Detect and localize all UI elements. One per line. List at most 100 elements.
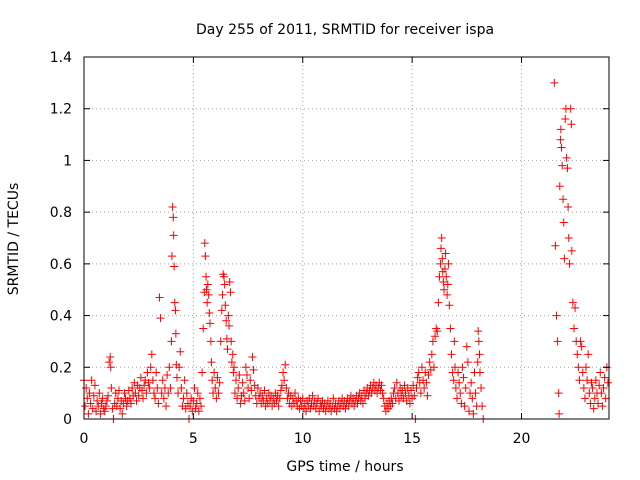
data-point [460, 402, 469, 411]
data-point [223, 345, 232, 354]
data-point [101, 402, 110, 411]
data-point [152, 368, 161, 377]
data-point [586, 399, 595, 408]
data-point [192, 399, 201, 408]
data-point [580, 394, 589, 403]
data-point [556, 135, 565, 144]
data-point [553, 337, 562, 346]
data-point [555, 182, 564, 191]
data-points [80, 78, 612, 423]
data-point [175, 363, 184, 372]
data-point [437, 234, 446, 242]
data-point [588, 383, 597, 392]
data-point [236, 399, 245, 408]
data-point [392, 378, 401, 387]
data-point [95, 389, 104, 398]
x-tick-label: 10 [294, 431, 312, 447]
data-point [105, 358, 114, 367]
data-point [461, 383, 470, 392]
data-point [451, 383, 460, 392]
data-point [595, 381, 604, 390]
data-point [563, 164, 572, 173]
y-tick-label: 1.4 [50, 50, 72, 66]
data-point [206, 319, 214, 328]
data-point [422, 378, 431, 387]
x-tick-labels: 0 5 10 15 20 [80, 431, 531, 447]
data-point [241, 363, 250, 372]
data-point [594, 399, 603, 408]
data-point [127, 399, 136, 408]
data-point [167, 252, 176, 261]
data-point [425, 358, 434, 367]
data-point [475, 368, 484, 377]
data-point [555, 409, 564, 418]
x-tick-label: 20 [513, 431, 531, 447]
data-point [463, 358, 472, 367]
data-point [276, 386, 285, 395]
data-point [150, 389, 158, 398]
data-point [245, 394, 254, 403]
data-point [199, 324, 208, 333]
data-point [137, 386, 146, 395]
data-point [452, 394, 461, 403]
data-point [84, 409, 93, 418]
data-point [557, 143, 566, 152]
data-point [281, 360, 290, 369]
data-point [86, 399, 95, 408]
data-point [238, 378, 247, 387]
data-point [462, 342, 471, 351]
y-tick-labels: 0 0.2 0.4 0.6 0.8 1 1.2 1.4 [50, 50, 72, 428]
data-point [224, 311, 233, 320]
data-point [120, 389, 129, 398]
data-point [239, 389, 248, 398]
data-point [228, 350, 237, 359]
data-point [214, 389, 223, 398]
data-point [176, 347, 185, 356]
data-point [218, 290, 227, 299]
data-point [194, 407, 203, 416]
data-point [167, 337, 176, 346]
data-point [100, 407, 109, 416]
data-point [116, 404, 125, 413]
plot-frame [83, 56, 610, 420]
data-point [154, 399, 163, 408]
data-point [427, 350, 436, 359]
data-point [156, 314, 165, 323]
data-point [444, 259, 453, 268]
data-point [163, 371, 172, 380]
data-point [308, 391, 317, 400]
data-point [570, 324, 578, 333]
data-point [471, 389, 480, 398]
data-point [158, 376, 167, 385]
data-point [477, 383, 486, 392]
data-point [551, 241, 560, 250]
data-point [222, 334, 231, 343]
data-point [550, 78, 559, 87]
data-point [208, 376, 217, 385]
data-point [600, 373, 609, 382]
data-point [258, 391, 267, 400]
data-point [564, 234, 573, 242]
data-point [465, 407, 473, 416]
data-point [473, 358, 482, 367]
data-point [378, 389, 387, 398]
data-point [591, 376, 600, 385]
data-point [162, 402, 171, 411]
data-point [568, 298, 577, 307]
data-point [577, 342, 586, 351]
data-point [143, 368, 152, 377]
data-point [589, 404, 598, 413]
data-point [450, 337, 459, 346]
data-point [225, 277, 234, 286]
data-point [440, 265, 449, 274]
data-point [571, 303, 580, 312]
data-point [171, 306, 180, 315]
data-point [182, 389, 191, 398]
data-point [447, 350, 456, 359]
x-axis-label: GPS time / hours [286, 459, 403, 475]
data-point [412, 383, 421, 392]
data-point [435, 272, 444, 281]
data-point [229, 368, 238, 377]
data-point [204, 290, 213, 299]
